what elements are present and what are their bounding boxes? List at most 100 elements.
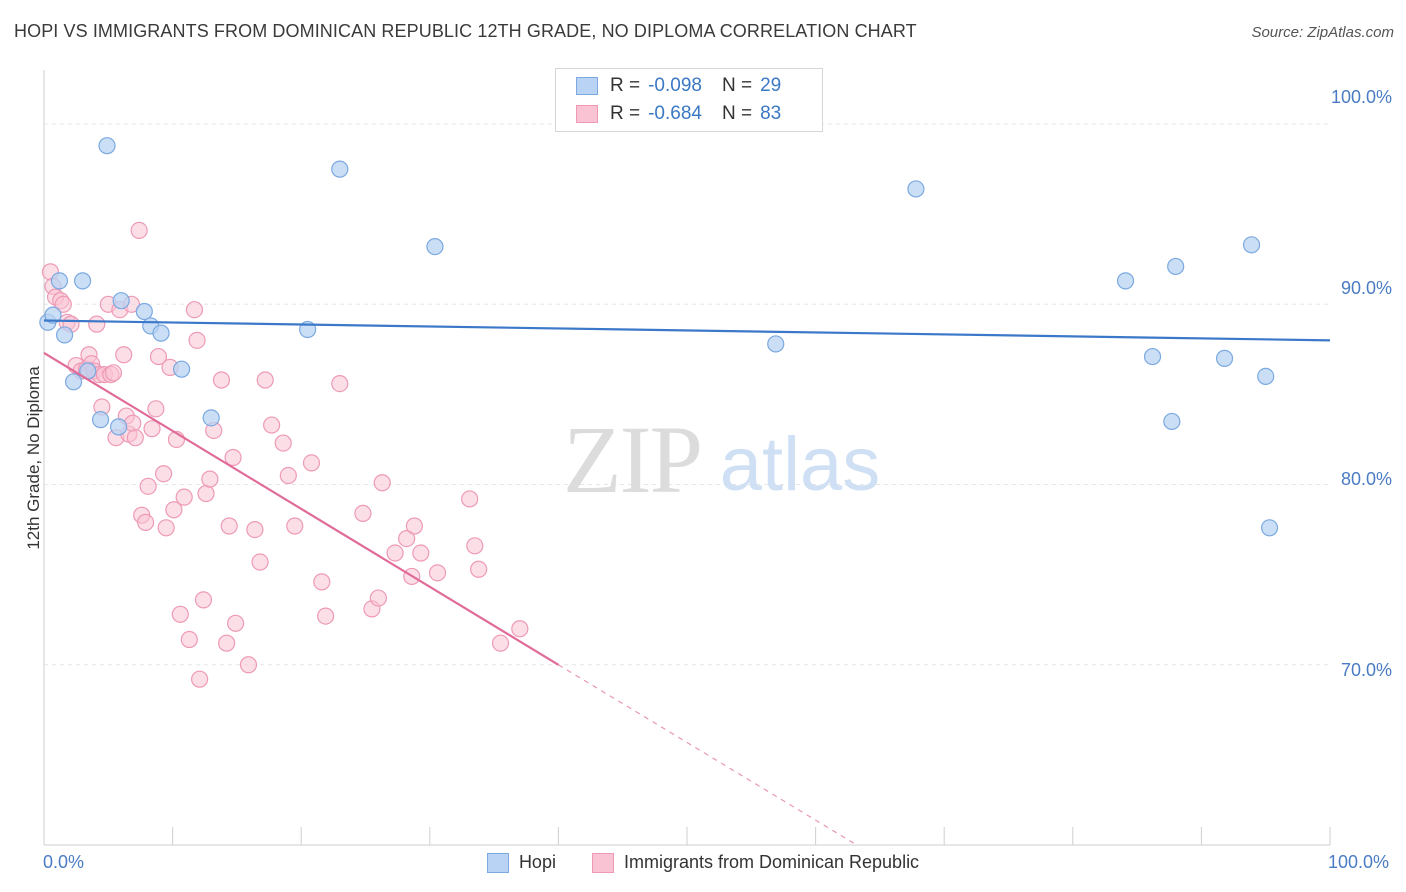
n-value: 83 xyxy=(760,103,782,124)
watermark-zip: ZIP xyxy=(563,406,701,513)
dominican-point xyxy=(461,490,479,508)
dominican-point xyxy=(157,519,175,537)
series-legend: Hopi Immigrants from Dominican Republic xyxy=(0,852,1406,873)
dominican-point xyxy=(143,420,161,438)
hopi-point xyxy=(426,238,444,256)
dominican-point xyxy=(279,466,297,485)
r-value: -0.684 xyxy=(648,103,702,124)
grid-lines xyxy=(44,123,1330,666)
dominican-point xyxy=(354,504,372,522)
dominican-point xyxy=(124,414,142,432)
dominican-point xyxy=(470,560,488,578)
hopi-point xyxy=(767,335,785,353)
dominican-point xyxy=(136,513,155,531)
dominican-point xyxy=(373,474,391,492)
x-tick-label: 100.0% xyxy=(1328,852,1390,872)
legend-item-hopi: Hopi xyxy=(486,852,556,873)
dominican-point xyxy=(302,454,321,472)
series-hopi-points xyxy=(39,137,1279,537)
hopi-point xyxy=(55,326,74,344)
hopi-trend-line xyxy=(43,319,1331,342)
n-label: N = xyxy=(721,75,753,96)
dominican-point xyxy=(428,564,447,582)
hopi-swatch xyxy=(576,77,598,95)
dominican-point xyxy=(511,620,529,638)
legend-label-dominican: Immigrants from Dominican Republic xyxy=(623,852,920,872)
dominican-point xyxy=(194,591,213,609)
trend-lines xyxy=(43,319,1331,846)
dominican-point xyxy=(220,517,238,535)
axes xyxy=(43,70,1331,846)
hopi-point xyxy=(1116,272,1135,290)
hopi-point xyxy=(331,160,349,178)
dominican-point xyxy=(171,605,189,623)
dominican-point xyxy=(491,634,510,652)
n-value: 29 xyxy=(760,75,782,96)
dominican-point xyxy=(139,477,157,495)
y-tick-label: 100.0% xyxy=(1330,87,1392,107)
dominican-point xyxy=(180,630,198,649)
y-tick-label: 70.0% xyxy=(1340,660,1392,680)
dominican-point xyxy=(412,544,430,562)
dominican-point xyxy=(224,448,242,467)
dominican-point xyxy=(313,573,331,591)
dominican-point xyxy=(188,331,206,349)
dominican-point xyxy=(239,656,258,674)
source-attribution: Source: ZipAtlas.com xyxy=(1251,24,1394,41)
dominican-point xyxy=(54,295,72,313)
y-tick-label: 80.0% xyxy=(1340,469,1392,489)
dominican-point xyxy=(218,634,236,652)
dominican-point xyxy=(185,301,204,319)
hopi-point xyxy=(109,418,128,436)
dominican-point xyxy=(256,371,274,389)
y-tick-label: 90.0% xyxy=(1340,278,1392,298)
stats-row-hopi: R = -0.098 N = 29 xyxy=(576,74,781,98)
dominican-trend-line xyxy=(43,352,559,666)
hopi-point xyxy=(50,272,69,290)
dominican-point xyxy=(149,347,168,366)
dominican-point xyxy=(201,470,219,488)
dominican-point xyxy=(398,530,416,548)
hopi-point xyxy=(1242,236,1261,254)
dominican-point xyxy=(286,517,304,535)
dominican-point xyxy=(197,484,215,503)
dominican-point xyxy=(115,346,133,364)
hopi-point xyxy=(98,137,116,155)
dominican-point xyxy=(246,520,264,539)
watermark-atlas: atlas xyxy=(720,422,881,507)
hopi-point xyxy=(1215,349,1234,367)
dominican-swatch xyxy=(576,105,598,123)
chart-title: HOPI VS IMMIGRANTS FROM DOMINICAN REPUBL… xyxy=(14,21,917,41)
hopi-point xyxy=(1257,367,1275,385)
hopi-point xyxy=(1167,257,1185,276)
dominican-point xyxy=(405,517,423,535)
dominican-point xyxy=(175,488,193,506)
dominican-point xyxy=(317,607,335,625)
hopi-point xyxy=(1143,347,1162,366)
hopi-point xyxy=(173,360,191,378)
dominican-point xyxy=(251,553,269,571)
dominican-point xyxy=(263,416,281,434)
dominican-point xyxy=(386,544,404,562)
hopi-point xyxy=(44,306,62,324)
dominican-point xyxy=(130,221,148,240)
hopi-point xyxy=(64,373,83,391)
hopi-point xyxy=(907,180,925,198)
r-value: -0.098 xyxy=(648,75,702,96)
stats-legend: R = -0.098 N = 29 R = -0.684 N = 83 xyxy=(555,68,823,132)
dominican-trend-extension xyxy=(558,664,858,846)
watermark: ZIP atlas xyxy=(563,406,880,513)
hopi-point xyxy=(73,272,92,290)
hopi-swatch xyxy=(486,852,509,873)
dominican-point xyxy=(212,371,231,389)
series-dominican-points xyxy=(41,221,529,688)
hopi-point xyxy=(1260,519,1279,537)
hopi-point xyxy=(112,292,130,310)
hopi-point xyxy=(202,409,220,427)
dominican-point xyxy=(331,375,349,393)
x-tick-label: 0.0% xyxy=(43,852,85,872)
r-label: R = xyxy=(610,75,641,96)
dominican-point xyxy=(227,614,245,632)
dominican-swatch xyxy=(591,852,614,873)
dominican-point xyxy=(369,589,387,607)
